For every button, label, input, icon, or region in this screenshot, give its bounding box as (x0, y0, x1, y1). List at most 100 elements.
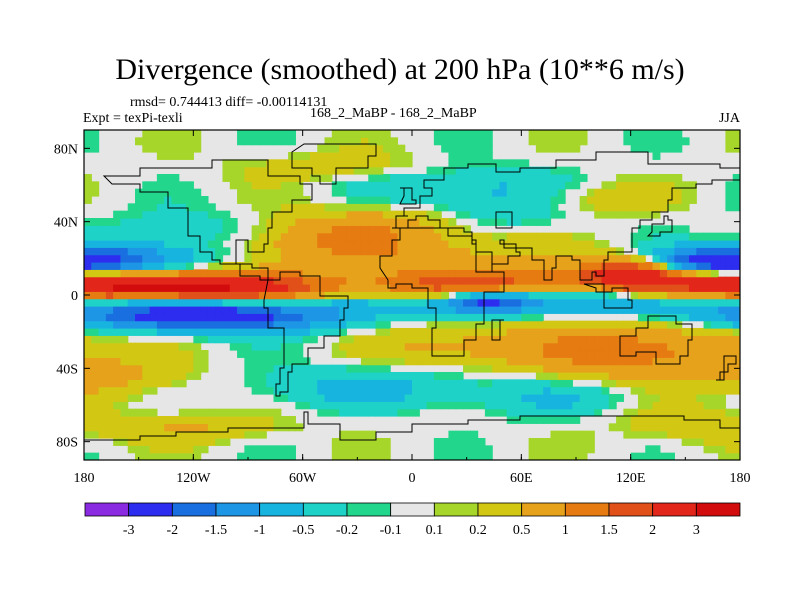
field-cell (309, 262, 318, 270)
field-cell (528, 452, 537, 460)
field-cell (149, 364, 158, 373)
field-cell (156, 328, 165, 336)
field-cell (164, 225, 173, 234)
field-cell (535, 144, 544, 153)
field-cell (135, 276, 143, 285)
field-cell (317, 320, 326, 329)
field-cell (368, 240, 377, 248)
field-cell (463, 210, 471, 219)
field-cell (506, 203, 515, 212)
field-cell (426, 210, 435, 219)
field-cell (492, 291, 501, 300)
field-cell (455, 166, 464, 175)
field-cell (681, 247, 690, 256)
field-cell (579, 328, 588, 336)
field-cell (732, 372, 740, 380)
field-cell (703, 430, 712, 439)
field-cell (674, 276, 683, 285)
field-cell (608, 269, 617, 278)
field-cell (127, 254, 136, 263)
field-cell (280, 306, 289, 314)
field-cell (572, 181, 581, 190)
field-cell (477, 152, 486, 160)
field-cell (360, 225, 369, 234)
field-cell (601, 254, 610, 263)
field-cell (382, 174, 391, 182)
field-cell (645, 181, 654, 190)
field-cell (295, 320, 304, 329)
field-cell (506, 210, 515, 219)
field-cell (186, 225, 194, 234)
field-cell (594, 306, 603, 314)
field-cell (506, 284, 515, 292)
field-cell (441, 313, 450, 322)
field-cell (113, 430, 122, 439)
field-cell (404, 188, 413, 197)
field-cell (601, 335, 610, 344)
field-cell (280, 423, 289, 432)
field-cell (339, 364, 347, 373)
field-cell (506, 196, 515, 204)
field-cell (616, 423, 624, 432)
field-cell (550, 130, 559, 138)
field-cell (215, 240, 224, 248)
field-cell (324, 159, 333, 168)
field-cell (346, 240, 355, 248)
field-cell (499, 328, 508, 336)
field-cell (718, 452, 727, 460)
field-cell (156, 306, 165, 314)
field-cell (448, 452, 457, 460)
field-cell (645, 210, 654, 219)
field-cell (710, 364, 719, 373)
field-cell (98, 328, 107, 336)
new-zealand-outline (716, 355, 737, 381)
field-cell (331, 232, 340, 241)
field-cell (703, 445, 712, 454)
field-cell (135, 306, 143, 314)
field-cell (397, 174, 406, 182)
field-cell (237, 306, 245, 314)
field-cell (353, 364, 362, 373)
field-cell (215, 416, 224, 424)
field-cell (193, 210, 202, 219)
field-cell (703, 342, 712, 351)
field-cell (164, 452, 173, 460)
field-cell (681, 313, 690, 322)
field-cell (200, 269, 209, 278)
field-cell (616, 210, 624, 219)
field-cell (550, 203, 559, 212)
field-cell (455, 430, 464, 439)
field-cell (543, 130, 552, 138)
field-cell (207, 269, 216, 278)
field-cell (419, 225, 428, 234)
colorbar-label: 0.5 (513, 523, 531, 538)
field-cell (346, 335, 355, 344)
field-cell (601, 328, 610, 336)
field-cell (346, 342, 355, 351)
field-cell (623, 379, 632, 388)
field-cell (309, 240, 318, 248)
field-cell (178, 269, 187, 278)
field-cell (91, 386, 100, 395)
field-cell (718, 416, 727, 424)
field-cell (557, 174, 566, 182)
field-cell (360, 298, 369, 307)
eurasia-outline (392, 151, 740, 281)
field-cell (535, 181, 544, 190)
field-cell (368, 247, 377, 256)
field-cell (492, 364, 501, 373)
field-cell (178, 291, 187, 300)
field-cell (237, 298, 245, 307)
field-cell (572, 438, 581, 446)
field-cell (309, 166, 318, 175)
field-cell (113, 225, 122, 234)
field-cell (514, 298, 522, 307)
field-cell (484, 306, 493, 314)
field-cell (404, 262, 413, 270)
australia-outline (619, 315, 693, 365)
field-cell (273, 306, 282, 314)
field-cell (193, 357, 202, 366)
field-cell (280, 210, 289, 219)
field-cell (528, 210, 537, 219)
field-cell (135, 320, 143, 329)
